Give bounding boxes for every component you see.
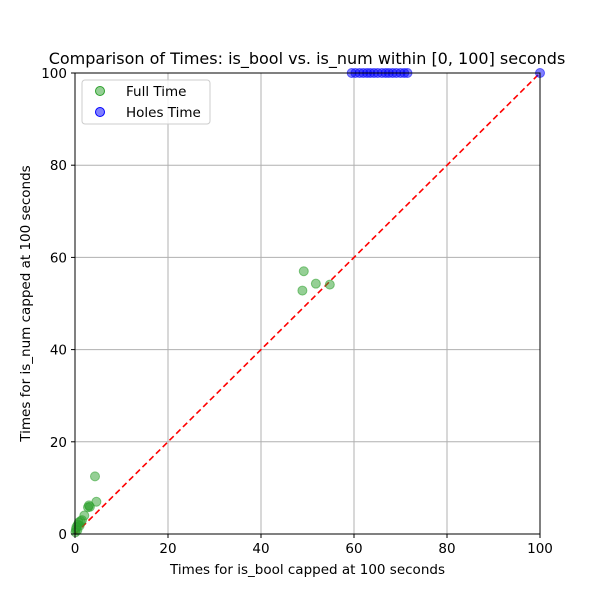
reference-line-layer	[74, 72, 541, 535]
data-point-full-time	[324, 279, 335, 290]
legend-box	[81, 79, 211, 125]
data-point-full-time	[84, 501, 95, 512]
data-point-full-time	[310, 278, 321, 289]
y-tick-label: 0	[58, 527, 67, 543]
y-tick-label: 80	[50, 158, 67, 174]
data-point-full-time	[89, 471, 100, 482]
x-tick-label: 40	[252, 541, 269, 557]
data-point-full-time	[298, 266, 309, 277]
data-point-full-time	[79, 510, 90, 521]
axis-ticks: 0 20 40 60 80 100 0 20 40 60 80 100	[41, 66, 553, 557]
y-tick-label: 60	[50, 250, 67, 266]
x-tick-label: 0	[71, 541, 80, 557]
y-tick-label: 100	[41, 66, 67, 82]
y-tick-label: 20	[50, 435, 67, 451]
legend-label-full-time: Full Time	[126, 84, 186, 100]
grid-lines	[74, 72, 541, 535]
data-point-full-time	[91, 496, 102, 507]
reference-line	[74, 72, 541, 535]
x-axis-label: Times for is_bool capped at 100 seconds	[169, 562, 445, 578]
legend: Full Time Holes Time	[81, 79, 211, 125]
x-tick-label: 20	[159, 541, 176, 557]
y-axis-label: Times for is_num capped at 100 seconds	[18, 165, 34, 442]
x-tick-label: 80	[438, 541, 455, 557]
plot-frame	[74, 72, 541, 535]
chart-title: Comparison of Times: is_bool vs. is_num …	[49, 49, 566, 69]
x-tick-label: 60	[345, 541, 362, 557]
y-tick-label: 40	[50, 343, 67, 359]
legend-marker-full-time	[95, 86, 105, 96]
legend-label-holes-time: Holes Time	[126, 105, 201, 121]
data-point-full-time	[297, 285, 308, 296]
legend-marker-holes-time	[95, 107, 105, 117]
x-tick-label: 100	[527, 541, 553, 557]
